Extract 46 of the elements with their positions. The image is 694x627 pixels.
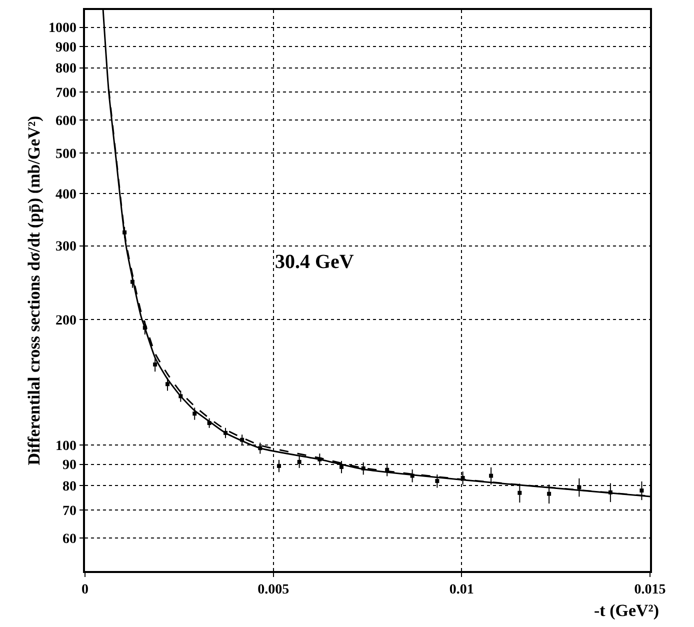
x-axis-title: -t (GeV²) [594,601,660,620]
x-tick-label: 0.01 [449,582,474,598]
point [577,485,582,490]
point [489,474,494,478]
y-tick-label: 500 [55,147,76,162]
point [608,490,612,494]
point [518,490,522,495]
x-tick-label: 0.005 [258,582,290,598]
point [297,460,302,464]
x-tick-label: 0 [82,582,88,598]
y-tick-label: 800 [55,62,76,77]
y-tick-label: 700 [55,86,76,101]
point [361,466,366,470]
point [153,362,158,366]
point [178,394,183,398]
y-axis-title: Differentilal cross sections dσ/dt (pp̄) (mb/GeV²) [24,116,44,466]
point [224,430,228,435]
point [276,464,281,468]
point [207,421,212,426]
point [258,446,262,450]
point [165,382,170,386]
y-tick-label: 1000 [48,21,76,36]
annotation: 30.4 GeV [275,251,354,273]
point [122,230,127,234]
point [240,438,244,442]
y-tick-label: 300 [55,240,76,255]
point [340,464,344,469]
y-tick-label: 600 [55,114,76,129]
point [192,412,197,416]
point [142,326,147,330]
point [640,488,644,493]
point [385,468,390,472]
point [435,479,440,483]
point [410,474,414,478]
point [318,457,322,462]
y-tick-label: 70 [62,504,76,519]
y-tick-label: 900 [55,40,76,56]
y-tick-label: 400 [55,188,76,202]
y-tick-label: 100 [55,439,76,454]
y-tick-label: 60 [62,532,76,547]
point [547,492,552,496]
point [130,280,134,284]
y-tick-label: 90 [62,458,76,474]
x-tick-label: 0.015 [634,582,666,598]
y-tick-label: 200 [55,313,76,328]
y-tick-label: 80 [62,480,76,495]
